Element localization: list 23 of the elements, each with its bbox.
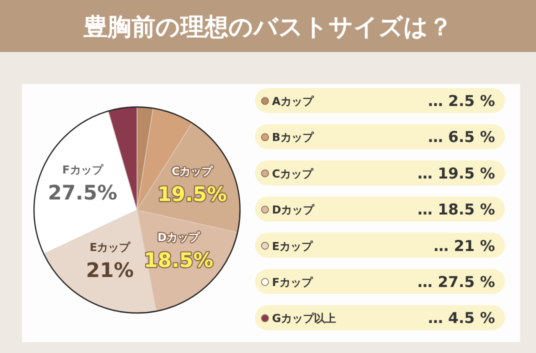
text: … 2.5 % (428, 92, 495, 110)
chart-title: 豊胸前の理想のバストサイズは？ (82, 13, 452, 41)
text: … 21 % (434, 236, 495, 255)
slice-label: Cカップ (172, 165, 214, 178)
data-label: 27.5% (48, 180, 118, 204)
legend-label: Cカップ (272, 167, 314, 180)
slice-label: Eカップ (90, 241, 132, 254)
data-label: 19.5% (157, 182, 227, 206)
data-label: 18.5% (144, 248, 214, 272)
category-label: Fカップ (272, 276, 313, 289)
legend-label: Bカップ (272, 131, 314, 144)
legend-label: Gカップ以上 (272, 312, 336, 326)
text: … 19.5 % (418, 164, 495, 182)
text: … 6.5 % (428, 128, 495, 146)
legend-label: Dカップ (272, 204, 316, 217)
text: … 27.5 % (418, 273, 495, 291)
text: … 18.5 % (418, 200, 495, 219)
text: … 4.5 % (428, 309, 495, 328)
data-label: 21% (86, 258, 134, 282)
slice-label: Dカップ (158, 230, 201, 244)
slice-label: Fカップ (62, 163, 104, 176)
legend-label: Eカップ (272, 240, 314, 253)
legend-label: Aカップ (272, 95, 315, 108)
